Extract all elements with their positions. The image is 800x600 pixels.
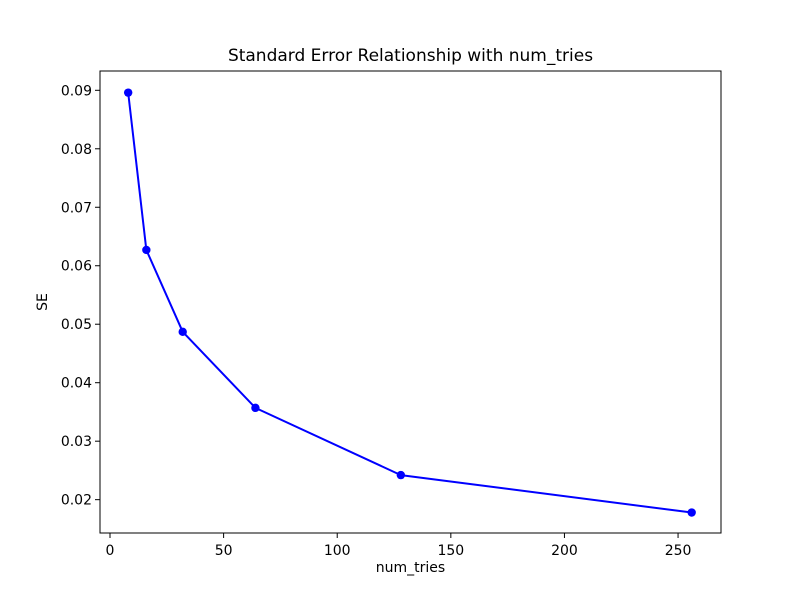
x-axis-label: num_tries [376, 560, 445, 576]
y-axis-ticks: 0.02 0.03 0.04 0.05 0.06 0.07 0.08 0.09 [61, 83, 100, 509]
x-tick-label: 100 [324, 543, 351, 559]
plot-frame [99, 70, 722, 534]
data-series [123, 88, 696, 517]
y-tick-label: 0.06 [61, 259, 92, 275]
y-tick-label: 0.04 [61, 376, 92, 392]
x-tick-label: 150 [437, 543, 464, 559]
data-point-marker [251, 403, 260, 413]
x-tick-label: 0 [106, 543, 115, 559]
x-tick-label: 250 [665, 543, 692, 559]
y-tick-label: 0.07 [61, 200, 92, 216]
x-tick-label: 200 [551, 543, 578, 559]
data-line [127, 91, 693, 514]
data-point-marker [123, 88, 133, 97]
chart-title: Standard Error Relationship with num_tri… [228, 46, 593, 66]
x-axis-ticks: 0 50 100 150 200 250 [106, 533, 692, 559]
y-tick-label: 0.03 [61, 434, 92, 450]
y-tick-label: 0.09 [61, 83, 92, 99]
data-point-marker [142, 245, 151, 255]
y-tick-label: 0.05 [61, 317, 92, 333]
x-tick-label: 50 [215, 543, 233, 559]
data-point-marker [396, 470, 406, 480]
y-tick-label: 0.02 [61, 493, 92, 509]
data-point-marker [687, 508, 696, 517]
data-point-marker [178, 327, 187, 337]
y-tick-label: 0.08 [61, 142, 92, 158]
y-axis-label: SE [35, 293, 51, 311]
